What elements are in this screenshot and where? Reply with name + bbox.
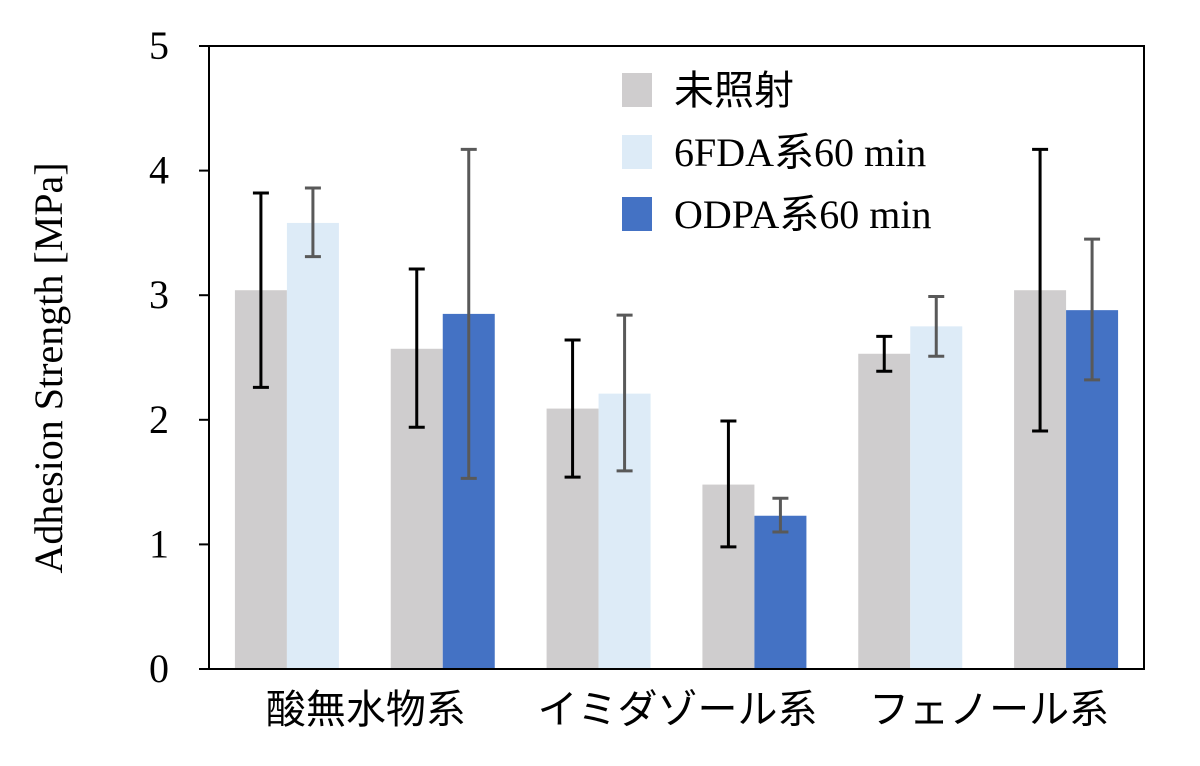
legend-swatch xyxy=(622,135,652,169)
legend: 未照射 6FDA系60 min ODPA系60 min xyxy=(622,68,931,237)
bar-group-5-bar-2 xyxy=(910,326,963,669)
y-tick-label: 5 xyxy=(149,23,169,68)
error-bar-group-5-bar-1 xyxy=(876,334,893,373)
error-bar-group-5-bar-2 xyxy=(928,294,945,358)
category-label: 酸無水物系 xyxy=(266,687,466,733)
error-bar-group-1-bar-1 xyxy=(252,191,269,389)
error-bar-group-2-bar-1 xyxy=(408,267,425,429)
y-tick-label: 0 xyxy=(149,646,169,691)
x-axis-categories: 酸無水物系 イミダゾール系 フェノール系 xyxy=(266,687,1109,733)
error-bar-group-6-bar-2 xyxy=(1084,237,1101,382)
error-bar-group-6-bar-1 xyxy=(1032,147,1049,433)
legend-label: 未照射 xyxy=(674,68,794,113)
legend-label: 6FDA系60 min xyxy=(674,130,926,175)
legend-swatch xyxy=(622,73,652,107)
category-label: イミダゾール系 xyxy=(538,687,818,733)
category-label: フェノール系 xyxy=(869,687,1109,733)
y-tick-label: 4 xyxy=(149,148,169,193)
bar-group-5-bar-1 xyxy=(858,353,911,669)
error-bar-group-4-bar-2 xyxy=(772,496,789,534)
error-bar-group-4-bar-1 xyxy=(720,419,737,549)
y-tick-label: 2 xyxy=(149,397,169,442)
legend-swatch xyxy=(622,197,652,231)
legend-label: ODPA系60 min xyxy=(674,192,931,237)
error-bar-group-3-bar-1 xyxy=(564,338,581,479)
error-bar-group-2-bar-2 xyxy=(460,147,477,480)
error-bars-layer xyxy=(252,147,1101,549)
error-bar-group-1-bar-2 xyxy=(304,186,321,259)
bar-group-1-bar-2 xyxy=(286,222,339,669)
bars-layer xyxy=(234,222,1119,669)
y-axis-title: Adhesion Strength [MPa] xyxy=(26,162,71,573)
error-bar-group-3-bar-2 xyxy=(616,313,633,473)
y-tick-label: 1 xyxy=(149,521,169,566)
y-axis: 0 1 2 3 4 5 xyxy=(149,23,209,691)
plot-area-frame xyxy=(208,45,1145,670)
bar-group-4-bar-2 xyxy=(754,515,807,669)
y-tick-label: 3 xyxy=(149,272,169,317)
